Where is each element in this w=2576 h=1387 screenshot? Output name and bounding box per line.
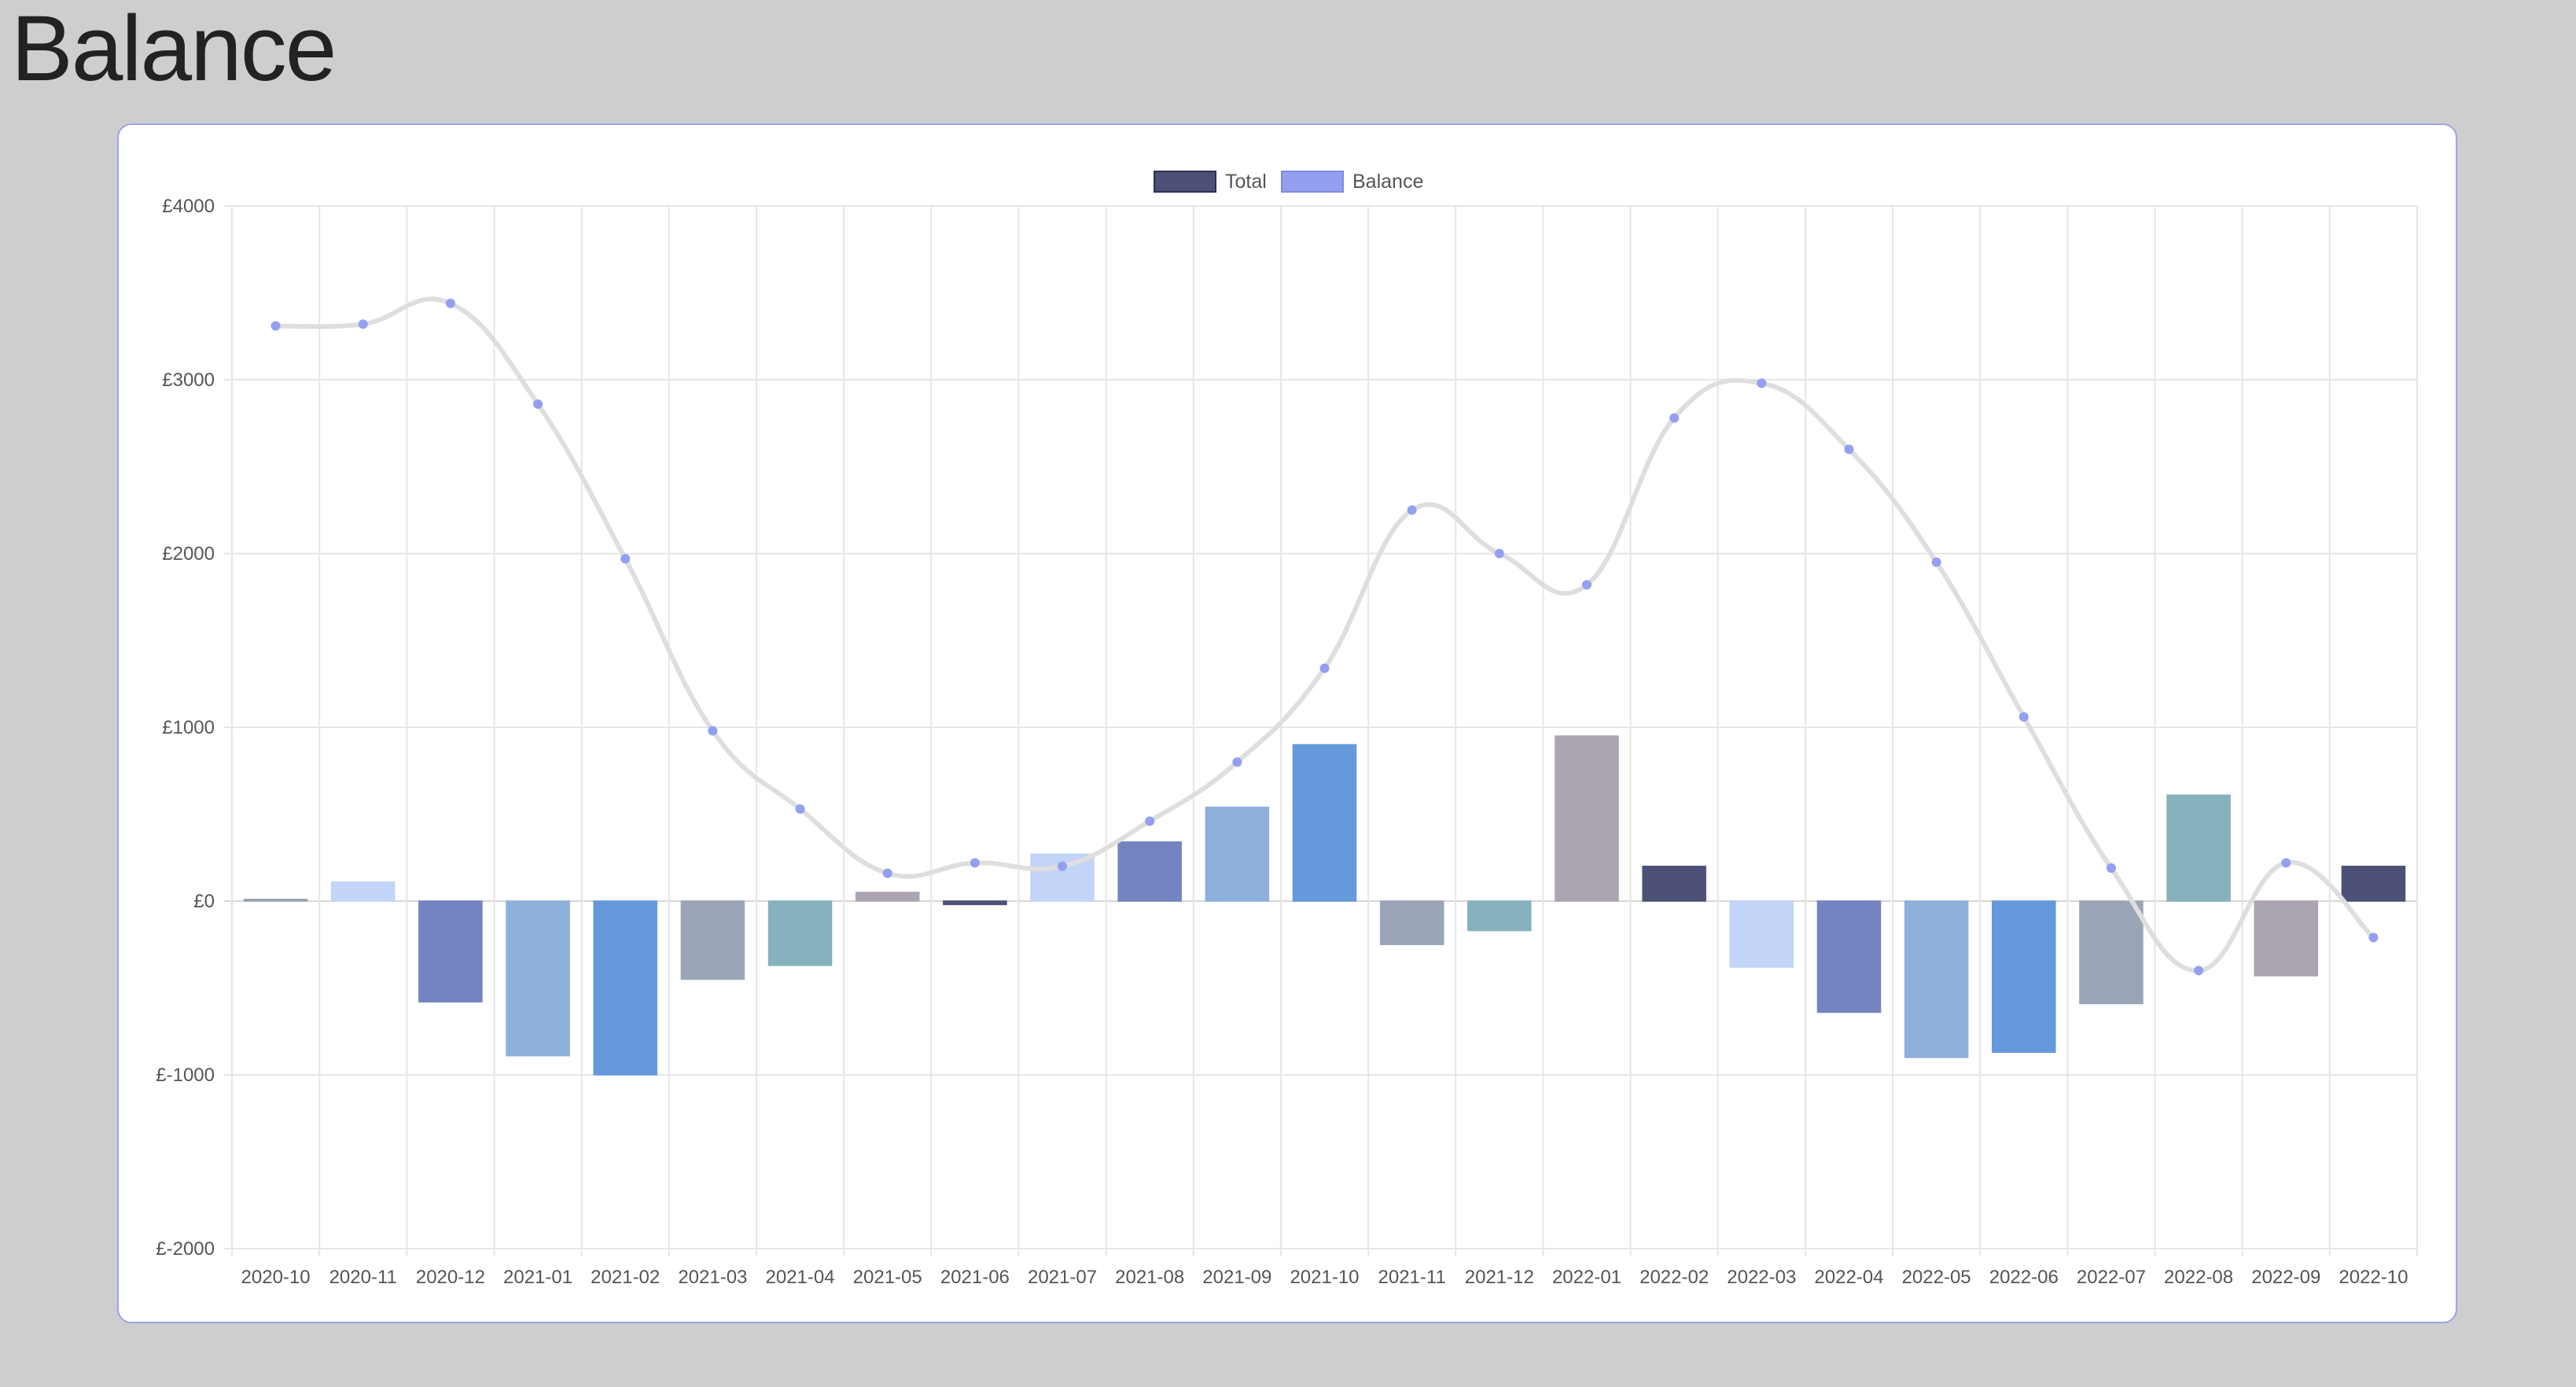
bar-total (1379, 900, 1444, 945)
balance-point (445, 298, 455, 308)
x-tick-label: 2022-07 (2077, 1267, 2146, 1288)
bar-total (1992, 900, 2056, 1054)
balance-point (1581, 579, 1592, 590)
bar-total (1816, 900, 1882, 1014)
balance-point (1757, 378, 1767, 388)
y-tick-label: £0 (193, 891, 215, 912)
balance-point (1058, 861, 1068, 871)
x-tick-label: 2022-06 (1989, 1267, 2059, 1288)
x-tick-label: 2022-03 (1727, 1267, 1796, 1288)
balance-point (358, 319, 368, 329)
balance-point (2106, 863, 2116, 874)
bar-total (1117, 841, 1182, 902)
balance-point (970, 858, 980, 868)
bar-total (2341, 866, 2406, 902)
balance-point (882, 868, 892, 878)
balance-point (708, 726, 718, 736)
x-tick-label: 2021-08 (1115, 1267, 1184, 1288)
bar-total (2166, 794, 2231, 902)
bar-total (506, 900, 570, 1057)
x-tick-label: 2020-10 (241, 1267, 311, 1288)
x-tick-label: 2020-11 (329, 1267, 397, 1288)
bar-total (1555, 735, 1619, 902)
bar-total (330, 881, 396, 902)
x-tick-label: 2021-04 (766, 1267, 835, 1288)
x-tick-label: 2021-11 (1378, 1267, 1446, 1288)
balance-point (795, 804, 805, 814)
x-tick-label: 2020-12 (416, 1267, 485, 1288)
balance-point (1319, 663, 1330, 673)
balance-point (1232, 757, 1242, 767)
bar-total (767, 900, 833, 966)
bar-total (593, 900, 657, 1076)
bar-total (1904, 900, 1969, 1058)
x-tick-label: 2021-06 (940, 1267, 1010, 1288)
legend-label: Balance (1352, 171, 1423, 193)
bar-total (243, 899, 308, 902)
x-tick-label: 2021-10 (1290, 1267, 1359, 1288)
x-tick-label: 2021-01 (503, 1267, 572, 1288)
x-tick-label: 2022-09 (2251, 1267, 2320, 1288)
balance-point (2368, 933, 2379, 943)
balance-point (1407, 505, 1417, 515)
y-tick-label: £3000 (162, 370, 215, 391)
balance-point (270, 321, 281, 331)
legend-swatch (1281, 171, 1344, 193)
bar-total (2079, 900, 2144, 1005)
bar-total (1729, 900, 1794, 968)
x-tick-label: 2021-12 (1465, 1267, 1534, 1288)
bar-total (2254, 900, 2319, 977)
legend-swatch (1154, 171, 1216, 193)
bar-total (1642, 866, 1706, 902)
x-tick-label: 2022-05 (1902, 1267, 1971, 1288)
x-tick-label: 2021-09 (1202, 1267, 1271, 1288)
page-title: Balance (11, 0, 337, 101)
x-tick-label: 2021-07 (1028, 1267, 1097, 1288)
balance-point (2194, 966, 2204, 976)
balance-line (273, 296, 2376, 973)
bar-total (855, 892, 920, 902)
balance-point (2018, 712, 2029, 722)
line-series-balance (270, 296, 2379, 976)
bar-series-total (243, 735, 2406, 1076)
balance-point (1145, 816, 1155, 826)
legend: Total Balance (1154, 171, 1423, 193)
y-tick-label: £2000 (162, 543, 215, 565)
balance-point (1494, 549, 1504, 558)
balance-point (620, 554, 631, 564)
balance-point (2281, 858, 2291, 868)
x-tick-label: 2022-04 (1814, 1267, 1883, 1288)
x-tick-label: 2022-02 (1639, 1267, 1709, 1288)
axis-labels: £4000 £3000 £2000 £1000 £0 £-1000 £-2000 2020-1… (156, 196, 2408, 1288)
bar-total (1292, 744, 1357, 902)
y-tick-label: £-2000 (156, 1238, 215, 1260)
balance-point (533, 399, 543, 409)
x-tick-label: 2021-05 (853, 1267, 922, 1288)
bar-total (943, 900, 1007, 906)
legend-label: Total (1225, 171, 1267, 193)
balance-point (1669, 413, 1680, 423)
x-tick-label: 2022-10 (2339, 1267, 2408, 1288)
bar-total (1205, 806, 1270, 902)
balance-point (1844, 444, 1854, 454)
x-tick-label: 2022-08 (2164, 1267, 2233, 1288)
y-tick-label: £-1000 (156, 1065, 215, 1086)
grid-lines (224, 205, 2418, 1256)
y-tick-label: £1000 (162, 717, 215, 738)
bar-total (680, 900, 745, 980)
balance-point (1931, 557, 1941, 568)
bar-total (1467, 900, 1532, 932)
x-tick-label: 2022-01 (1552, 1267, 1621, 1288)
y-tick-label: £4000 (162, 196, 215, 217)
bar-total (418, 900, 483, 1003)
x-tick-label: 2021-02 (591, 1267, 660, 1288)
x-tick-label: 2021-03 (678, 1267, 747, 1288)
